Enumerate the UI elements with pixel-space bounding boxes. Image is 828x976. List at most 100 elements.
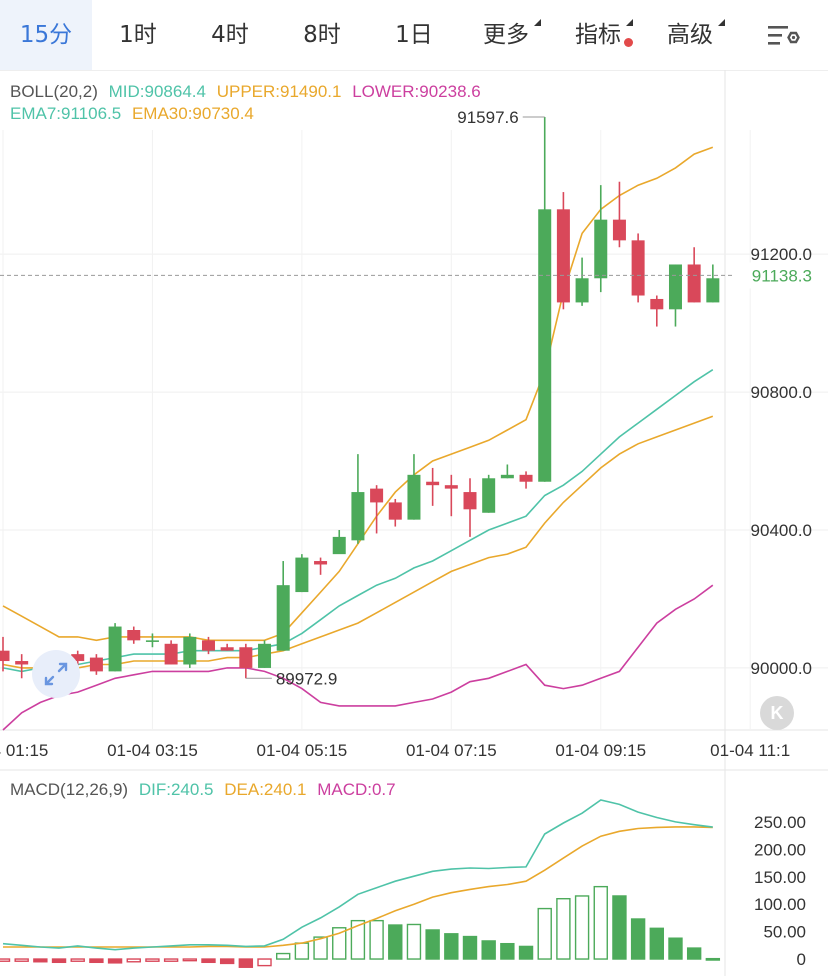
- boll-lower: LOWER:90238.6: [352, 82, 481, 101]
- tab-label: 4时: [211, 22, 249, 48]
- jump-to-latest-button[interactable]: K: [760, 696, 794, 730]
- macd-histogram-bar: [425, 929, 440, 960]
- candle-body: [463, 492, 477, 510]
- candle-body: [370, 488, 384, 503]
- macd-histogram-bar: [481, 940, 496, 960]
- macd-histogram-bar: [0, 958, 11, 962]
- macd-dea-line: [3, 826, 713, 948]
- candle-body: [145, 640, 159, 642]
- candle-body: [687, 264, 701, 303]
- macd-tick-label: 250.00: [754, 813, 806, 832]
- candle-body: [612, 219, 626, 241]
- candle-body: [556, 209, 570, 303]
- macd-dif: DIF:240.5: [138, 780, 214, 799]
- tab-label: 1日: [395, 22, 433, 48]
- tab-0[interactable]: 15分: [0, 0, 92, 70]
- candle-body: [71, 654, 85, 662]
- boll-upper: UPPER:91490.1: [216, 82, 342, 101]
- candle-body: [668, 264, 682, 310]
- tab-1[interactable]: 1时: [92, 0, 184, 70]
- macd-histogram-bar: [537, 907, 552, 960]
- tab-5[interactable]: 更多: [460, 0, 552, 70]
- boll-lower-line: [2, 584, 714, 731]
- candle-body: [631, 240, 645, 296]
- candle-body: [108, 626, 122, 672]
- caret-down-icon: [534, 19, 541, 26]
- macd-histogram-bar: [462, 935, 478, 960]
- macd-histogram-bar: [705, 957, 721, 961]
- macd-value: MACD:0.7: [317, 780, 396, 799]
- macd-histogram-bar: [612, 895, 627, 960]
- macd-histogram-bar: [369, 919, 384, 960]
- macd-histogram-bar: [182, 958, 198, 962]
- candle-body: [164, 643, 178, 665]
- candle-body: [332, 536, 346, 555]
- macd-tick-label: 150.00: [754, 868, 806, 887]
- candle-body: [89, 657, 103, 672]
- macd-histogram-bar: [201, 958, 216, 964]
- candle-body: [276, 585, 290, 651]
- candle-body: [650, 298, 664, 310]
- ema-legend: EMA7:91106.5 EMA30:90730.4: [10, 104, 260, 124]
- macd-histogram-bar: [350, 919, 366, 960]
- candle-body: [482, 478, 496, 513]
- time-tick-label: 01-04 07:15: [406, 741, 497, 760]
- candle-body: [258, 643, 272, 668]
- macd-histogram-bar: [444, 933, 459, 960]
- macd-histogram-bar: [238, 958, 254, 968]
- macd-histogram-bar: [294, 942, 310, 960]
- jump-to-latest-icon: K: [770, 703, 784, 723]
- candle-body: [500, 474, 514, 479]
- tab-7[interactable]: 高级: [644, 0, 736, 70]
- macd-histogram-bar: [574, 895, 590, 960]
- notification-dot: [624, 38, 633, 47]
- macd-histogram-bar: [649, 927, 664, 960]
- caret-down-icon: [626, 19, 633, 26]
- last-price-box: [735, 262, 828, 289]
- macd-histogram-bar: [145, 958, 160, 962]
- candle-body: [351, 492, 365, 541]
- macd-histogram-bar: [33, 958, 48, 963]
- expand-chart-button[interactable]: [32, 650, 80, 698]
- boll-legend: BOLL(20,2) MID:90864.4 UPPER:91490.1 LOW…: [10, 82, 487, 102]
- tab-label: 高级: [667, 19, 725, 48]
- time-tick-label: 01-04 09:15: [555, 741, 646, 760]
- ema30-value: EMA30:90730.4: [131, 104, 254, 123]
- last-price-label: 91138.3: [752, 266, 812, 285]
- high-price-label: 91597.6: [457, 108, 518, 127]
- macd-histogram-bar: [257, 958, 272, 967]
- candle-body: [706, 278, 720, 303]
- macd-tick-label: 50.00: [763, 923, 806, 942]
- time-tick-label: 01-04 05:15: [257, 741, 348, 760]
- macd-tick-label: 0: [797, 950, 806, 969]
- macd-histogram-bar: [630, 918, 646, 960]
- candle-body: [15, 661, 29, 665]
- chart-settings-button[interactable]: [766, 22, 800, 50]
- tab-label: 指标: [575, 19, 633, 48]
- candle-body: [426, 481, 440, 486]
- price-tick-label: 90800.0: [751, 383, 812, 402]
- low-price-label: 89972.9: [276, 669, 337, 688]
- candle-body: [201, 640, 215, 651]
- chart-settings-icon: [768, 26, 800, 45]
- macd-histogram-bar: [163, 958, 179, 962]
- macd-histogram-bar: [51, 958, 67, 964]
- macd-name: MACD(12,26,9): [10, 780, 129, 799]
- candle-body: [594, 219, 608, 279]
- tab-label: 1时: [119, 22, 157, 48]
- tab-4[interactable]: 1日: [368, 0, 460, 70]
- tab-2[interactable]: 4时: [184, 0, 276, 70]
- macd-histogram-bar: [686, 947, 702, 960]
- macd-histogram-bar: [593, 885, 608, 960]
- caret-down-icon: [718, 19, 725, 26]
- boll-name: BOLL(20,2): [10, 82, 98, 101]
- candle-body: [538, 209, 552, 482]
- tab-label: 更多: [483, 19, 541, 48]
- tab-6[interactable]: 指标: [552, 0, 644, 70]
- macd-tick-label: 200.00: [754, 840, 806, 859]
- tab-label: 15分: [19, 22, 73, 48]
- tab-3[interactable]: 8时: [276, 0, 368, 70]
- candle-body: [407, 474, 421, 520]
- expand-arrows-icon: [44, 662, 68, 686]
